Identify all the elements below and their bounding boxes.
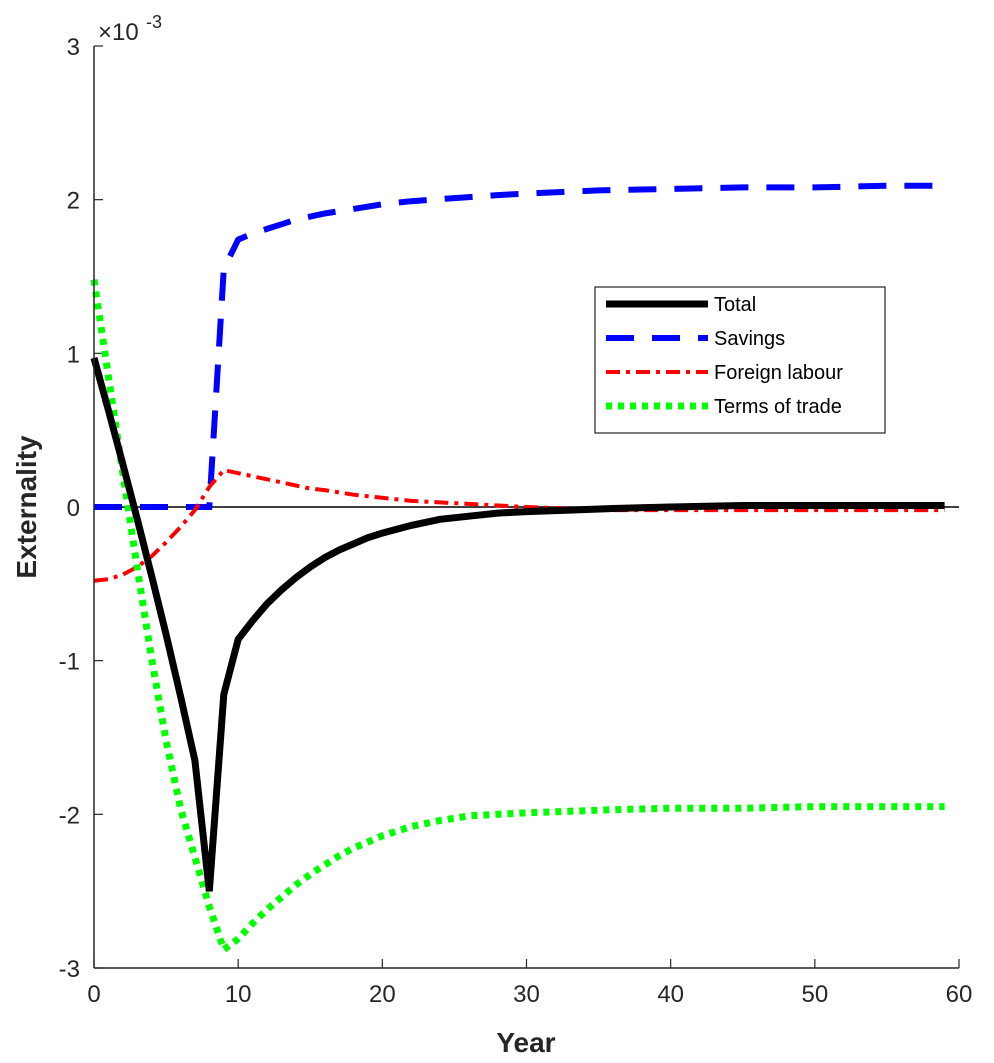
exponent-power: -3 [146, 12, 162, 32]
series-line-total [90, 356, 945, 892]
x-axis-title: Year [496, 1027, 555, 1058]
x-tick-label: 60 [946, 981, 973, 1008]
y-tick-label: -3 [59, 956, 80, 983]
series-line-foreign-labour [93, 467, 945, 583]
y-tick-label: -2 [59, 802, 80, 829]
y-tick-label: 3 [67, 34, 80, 61]
series-line-savings [94, 182, 945, 510]
x-tick-label: 30 [513, 981, 540, 1008]
y-tick-label: 1 [67, 341, 80, 368]
x-tick-label: 0 [87, 981, 100, 1008]
x-tick-label: 40 [657, 981, 684, 1008]
ticks-layer: 0 10 20 30 40 50 60 -3 -2 -1 0 1 2 3 [59, 34, 973, 1008]
exponent-base: ×10 [98, 19, 139, 46]
legend-label: Total [714, 294, 756, 316]
legend-label: Foreign labour [714, 362, 843, 384]
y-axis-title: Externality [11, 435, 42, 579]
y-tick-label: 0 [67, 495, 80, 522]
exponent-label: ×10 -3 [98, 12, 162, 46]
legend-label: Savings [714, 328, 785, 350]
x-tick-label: 10 [225, 981, 252, 1008]
axes-layer [93, 46, 959, 969]
legend-label: Terms of trade [714, 396, 842, 418]
y-tick-label: 2 [67, 188, 80, 215]
y-tick-label: -1 [59, 649, 80, 676]
x-tick-label: 50 [801, 981, 828, 1008]
legend: Total Savings Foreign labour Terms of trade [594, 286, 886, 434]
series-layer [90, 182, 959, 956]
x-tick-label: 20 [369, 981, 396, 1008]
